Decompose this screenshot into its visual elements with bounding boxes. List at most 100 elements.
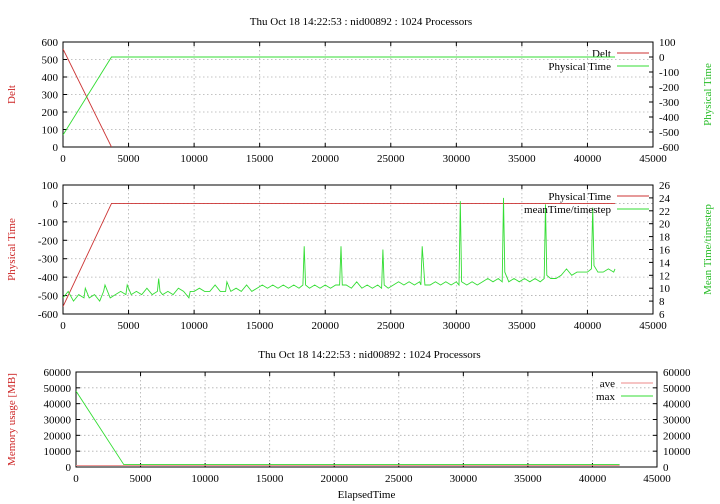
- x-tick-label: 15000: [256, 473, 284, 485]
- chart-title: Thu Oct 18 14:22:53 : nid00892 : 1024 Pr…: [258, 349, 480, 361]
- legend-label: Delt: [592, 48, 611, 60]
- y-tick-label: 40000: [44, 399, 72, 411]
- y2-axis-label: Mean Time/timestep: [702, 204, 714, 295]
- y2-tick-label: 20000: [663, 430, 691, 442]
- legend-label: ave: [600, 378, 615, 390]
- plot-frame: [75, 371, 658, 468]
- series-line-delt: [63, 48, 112, 147]
- series-line-physical-time: [63, 202, 615, 307]
- x-axis-label: ElapsedTime: [338, 489, 396, 501]
- y2-tick-label: 24: [659, 193, 671, 205]
- y-tick-label: 0: [53, 142, 59, 154]
- x-tick-label: 25000: [377, 320, 405, 332]
- x-tick-label: 0: [60, 153, 66, 165]
- x-tick-label: 20000: [311, 153, 339, 165]
- y-tick-label: -200: [38, 235, 59, 247]
- x-tick-label: 30000: [443, 320, 471, 332]
- y2-tick-label: 6: [659, 309, 665, 321]
- y-tick-label: 0: [66, 462, 72, 474]
- y2-tick-label: 8: [659, 296, 665, 308]
- y-tick-label: 500: [42, 55, 59, 67]
- y-tick-label: 60000: [44, 367, 72, 379]
- y2-tick-label: 26: [659, 180, 671, 192]
- y-tick-label: 200: [42, 107, 59, 119]
- x-tick-label: 30000: [443, 153, 471, 165]
- y2-tick-label: 40000: [663, 399, 691, 411]
- series-line-physical-time: [63, 56, 615, 136]
- x-tick-label: 35000: [514, 473, 542, 485]
- x-tick-label: 10000: [180, 153, 208, 165]
- y2-tick-label: 0: [663, 462, 669, 474]
- y2-tick-label: -100: [659, 67, 680, 79]
- x-tick-label: 15000: [246, 153, 274, 165]
- x-tick-label: 35000: [508, 153, 536, 165]
- y-tick-label: 0: [53, 198, 59, 210]
- y-tick-label: -500: [38, 291, 59, 303]
- y2-tick-label: 14: [659, 257, 671, 269]
- y2-tick-label: 10000: [663, 446, 691, 458]
- y-tick-label: 30000: [44, 415, 72, 427]
- y2-tick-label: 12: [659, 270, 670, 282]
- x-tick-label: 25000: [385, 473, 413, 485]
- y2-tick-label: 18: [659, 232, 671, 244]
- y2-tick-label: 60000: [663, 367, 691, 379]
- x-tick-label: 15000: [246, 320, 274, 332]
- x-tick-label: 40000: [579, 473, 607, 485]
- chart-panel-3: 0 5000 10000 15000 20000 25000 30000 35000 40000…: [6, 349, 691, 501]
- y-tick-label: 100: [42, 180, 59, 192]
- legend-label: meanTime/timestep: [524, 204, 611, 216]
- x-tick-label: 5000: [130, 473, 153, 485]
- y2-tick-label: 16: [659, 245, 671, 257]
- x-tick-label: 25000: [377, 153, 405, 165]
- y-tick-label: -100: [38, 217, 59, 229]
- chart-title: Thu Oct 18 14:22:53 : nid00892 : 1024 Pr…: [250, 16, 472, 28]
- x-tick-label: 20000: [311, 320, 339, 332]
- chart-panel-1: 0 5000 10000 15000 20000 25000 30000 35000 40000…: [6, 16, 714, 165]
- y2-axis-label: Physical Time: [702, 63, 714, 126]
- y2-tick-label: 0: [659, 52, 665, 64]
- y-tick-label: 20000: [44, 430, 72, 442]
- y2-tick-label: 100: [659, 37, 676, 49]
- y2-tick-label: -200: [659, 82, 680, 94]
- legend-label: Physical Time: [548, 191, 611, 203]
- x-tick-label: 10000: [180, 320, 208, 332]
- y-axis-label: Memory usage [MB]: [6, 373, 18, 466]
- y2-tick-label: 50000: [663, 383, 691, 395]
- x-tick-label: 5000: [118, 320, 141, 332]
- x-tick-label: 40000: [574, 153, 602, 165]
- x-tick-label: 40000: [574, 320, 602, 332]
- x-tick-label: 45000: [643, 473, 671, 485]
- y-tick-label: 400: [42, 72, 59, 84]
- y-tick-label: 300: [42, 90, 59, 102]
- y-axis-label: Delt: [6, 85, 18, 104]
- y-tick-label: 100: [42, 125, 59, 137]
- legend-label: max: [596, 391, 615, 403]
- x-tick-label: 30000: [450, 473, 478, 485]
- chart-panel-2: 0 5000 10000 15000 20000 25000 30000 35000 40000…: [6, 180, 714, 332]
- y2-tick-label: -300: [659, 97, 680, 109]
- x-tick-label: 10000: [191, 473, 219, 485]
- x-tick-label: 0: [60, 320, 66, 332]
- y-tick-label: 10000: [44, 446, 72, 458]
- y2-tick-label: 20: [659, 219, 671, 231]
- x-tick-label: 45000: [639, 153, 667, 165]
- y-tick-label: -400: [38, 272, 59, 284]
- x-tick-label: 20000: [320, 473, 348, 485]
- y-tick-label: 600: [42, 37, 59, 49]
- y-tick-label: 50000: [44, 383, 72, 395]
- y2-tick-label: -600: [659, 142, 680, 154]
- y-axis-label: Physical Time: [6, 218, 18, 281]
- y2-tick-label: -400: [659, 112, 680, 124]
- x-tick-label: 0: [73, 473, 79, 485]
- x-tick-label: 5000: [118, 153, 141, 165]
- legend-label: Physical Time: [548, 61, 611, 73]
- y2-tick-label: 30000: [663, 415, 691, 427]
- series-line-max: [76, 390, 620, 466]
- x-tick-label: 45000: [639, 320, 667, 332]
- x-tick-label: 35000: [508, 320, 536, 332]
- y-tick-label: -300: [38, 254, 59, 266]
- y-tick-label: -600: [38, 309, 59, 321]
- y2-tick-label: -500: [659, 127, 680, 139]
